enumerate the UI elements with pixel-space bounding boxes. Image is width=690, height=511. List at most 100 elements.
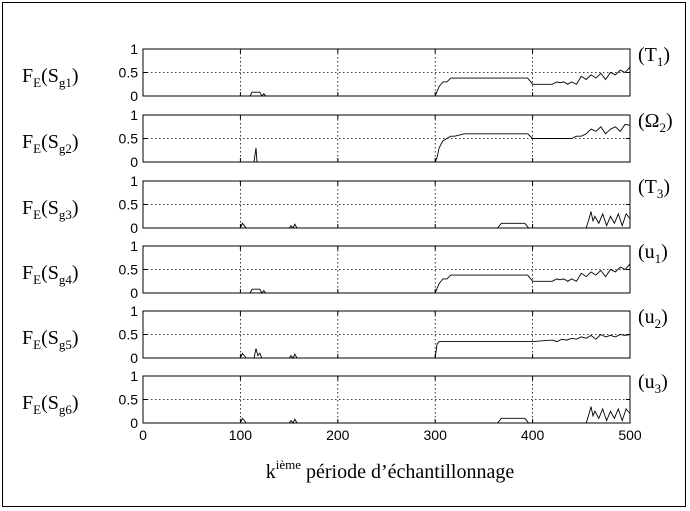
y-axis-label-mid: (S xyxy=(41,131,59,153)
series-line xyxy=(143,66,631,97)
x-axis-label-main: k xyxy=(266,461,276,483)
panel-right-label: (T1) xyxy=(638,44,670,69)
x-tick-label: 200 xyxy=(326,427,350,443)
x-axis-label-rest: période d’échantillonnage xyxy=(301,461,514,483)
panel-right-label-main: (u xyxy=(638,371,655,393)
y-tick-label: 0 xyxy=(130,154,138,170)
y-axis-label-main: F xyxy=(22,65,33,87)
panel-right-label: (Ω2) xyxy=(638,110,673,135)
x-axis-label: kième période d’échantillonnage xyxy=(266,457,515,483)
y-axis-label-sub: E xyxy=(33,141,41,156)
y-axis-label: FE(Sg6) xyxy=(22,392,79,417)
y-tick-label: 0.5 xyxy=(119,131,139,147)
panel-right-label-end: ) xyxy=(661,241,668,263)
panel-right-label-main: (Ω xyxy=(638,110,660,132)
series-line xyxy=(143,123,631,163)
panel-right-label-sub: 2 xyxy=(660,120,667,135)
y-axis-label-end: ) xyxy=(72,262,79,284)
panel-right-label-end: ) xyxy=(663,176,670,198)
y-axis-label-sub: g5 xyxy=(59,337,72,352)
series-line xyxy=(143,263,631,294)
y-tick-label: 1 xyxy=(130,173,138,189)
y-axis-label-sub: g2 xyxy=(59,141,72,156)
y-axis-label-mid: (S xyxy=(41,262,59,284)
y-axis-label-sub: g4 xyxy=(59,272,73,287)
series-line xyxy=(143,333,631,359)
y-tick-label: 0 xyxy=(130,350,138,366)
y-tick-label: 1 xyxy=(130,41,138,57)
y-axis-label: FE(Sg1) xyxy=(22,65,79,90)
y-axis-label-main: F xyxy=(22,262,33,284)
x-tick-label: 300 xyxy=(424,427,448,443)
panel-right-label-end: ) xyxy=(661,306,668,328)
y-axis-label-sub: g1 xyxy=(59,75,72,90)
panel-right-label-sub: 3 xyxy=(657,186,664,201)
y-axis-label: FE(Sg5) xyxy=(22,327,79,352)
y-axis-label: FE(Sg3) xyxy=(22,197,79,222)
panel-right-label-sub: 3 xyxy=(655,381,662,396)
y-tick-label: 0 xyxy=(130,220,138,236)
y-axis-label: FE(Sg4) xyxy=(22,262,79,287)
y-tick-label: 0 xyxy=(130,285,138,301)
panel-right-label-end: ) xyxy=(666,110,673,132)
y-tick-label: 1 xyxy=(130,238,138,254)
panel-right-label-sub: 2 xyxy=(655,316,662,331)
panel-right-label-main: (T xyxy=(638,176,657,198)
panel-right-label: (u2) xyxy=(638,306,668,331)
panel-right-label-end: ) xyxy=(661,371,668,393)
y-axis-label-sub: E xyxy=(33,75,41,90)
panel-right-label-sub: 1 xyxy=(655,251,662,266)
y-axis-label: FE(Sg2) xyxy=(22,131,79,156)
x-tick-label: 100 xyxy=(229,427,253,443)
y-axis-label-mid: (S xyxy=(41,65,59,87)
panel-6: 0 0.5 1 FE(Sg6) (u3) xyxy=(22,368,668,431)
y-tick-label: 0.5 xyxy=(119,327,139,343)
y-tick-label: 0.5 xyxy=(119,65,139,81)
y-tick-label: 1 xyxy=(130,368,138,384)
y-axis-label-sub: g3 xyxy=(59,207,72,222)
panel-right-label: (T3) xyxy=(638,176,670,201)
panels-group: 00.51FE(Sg1)(T1)00.51FE(Sg2)(Ω2)00.51FE(… xyxy=(22,41,673,431)
series-line xyxy=(143,406,631,424)
y-tick-label: 0.5 xyxy=(119,262,139,278)
x-tick-labels: 0 100 200 300 400 500 xyxy=(139,427,642,443)
panel-right-label-main: (T xyxy=(638,44,657,66)
y-axis-label-main: F xyxy=(22,197,33,219)
y-tick-label: 0 xyxy=(130,88,138,104)
y-tick-label: 0.5 xyxy=(119,392,139,408)
panel-right-label-sub: 1 xyxy=(657,54,664,69)
y-axis-label-mid: (S xyxy=(41,392,59,414)
y-axis-label-mid: (S xyxy=(41,327,59,349)
y-axis-label-sub: E xyxy=(33,402,41,417)
x-tick-label: 400 xyxy=(521,427,545,443)
y-axis-label-sub: E xyxy=(33,337,41,352)
y-axis-label-main: F xyxy=(22,327,33,349)
y-axis-label-main: F xyxy=(22,131,33,153)
y-axis-label-mid: (S xyxy=(41,197,59,219)
panel-right-label-end: ) xyxy=(663,44,670,66)
y-axis-label-end: ) xyxy=(72,197,79,219)
x-axis-label-sup: ième xyxy=(276,457,301,472)
x-tick-label: 500 xyxy=(618,427,642,443)
y-tick-label: 1 xyxy=(130,303,138,319)
x-tick-label: 0 xyxy=(139,427,147,443)
y-axis-label-sub: E xyxy=(33,272,41,287)
panel-right-label: (u1) xyxy=(638,241,668,266)
panel-3: 0 0.5 1 FE(Sg3) (T3) xyxy=(22,173,670,236)
panel-right-label-main: (u xyxy=(638,241,655,263)
y-axis-label-end: ) xyxy=(72,392,79,414)
y-axis-label-end: ) xyxy=(72,327,79,349)
y-tick-label: 0 xyxy=(130,415,138,431)
y-tick-label: 0.5 xyxy=(119,197,139,213)
y-tick-label: 1 xyxy=(130,107,138,123)
y-axis-label-end: ) xyxy=(72,131,79,153)
panel-right-label-main: (u xyxy=(638,306,655,328)
y-axis-label-main: F xyxy=(22,392,33,414)
series-line xyxy=(143,211,631,229)
y-axis-label-sub: g6 xyxy=(59,402,73,417)
